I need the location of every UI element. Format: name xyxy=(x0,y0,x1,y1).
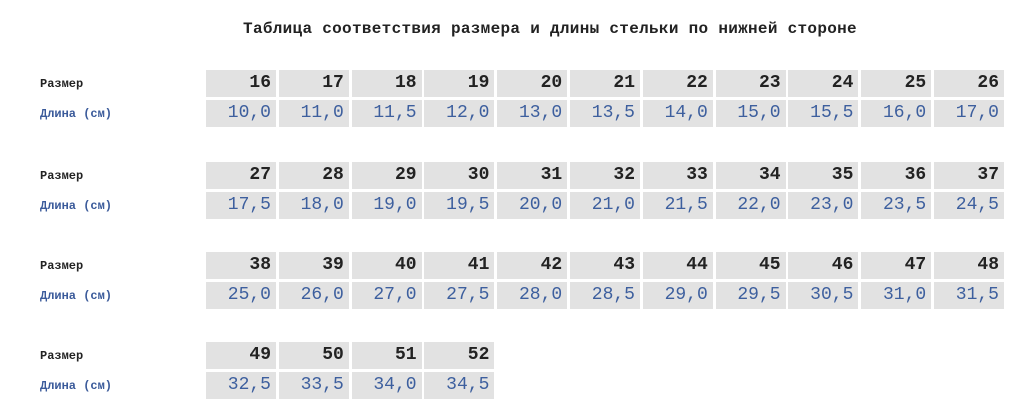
length-cell: 34,0 xyxy=(351,372,422,399)
size-cell: 17 xyxy=(278,70,349,97)
size-cell: 43 xyxy=(570,252,640,279)
size-cell: 45 xyxy=(715,252,786,279)
size-cell: 46 xyxy=(788,252,859,279)
size-cell: 22 xyxy=(642,70,713,97)
size-cell: 34 xyxy=(715,162,786,189)
length-cell: 11,5 xyxy=(351,100,422,127)
size-row-label: Размер xyxy=(40,169,84,183)
size-row: Размер 49 50 51 52 xyxy=(0,342,1024,369)
length-cell: 21,5 xyxy=(642,192,713,219)
length-cell: 19,5 xyxy=(424,192,495,219)
size-cell: 21 xyxy=(570,70,640,97)
length-cell: 13,5 xyxy=(570,100,640,127)
size-row-label: Размер xyxy=(40,349,84,363)
size-cell: 26 xyxy=(934,70,1004,97)
length-cell: 29,5 xyxy=(715,282,786,309)
length-cell: 10,0 xyxy=(206,100,276,127)
size-cell: 20 xyxy=(497,70,568,97)
size-cell: 18 xyxy=(351,70,422,97)
length-row: Длина (см) 10,0 11,0 11,5 12,0 13,0 13,5 14,0 15… xyxy=(0,100,1024,127)
length-cell: 22,0 xyxy=(715,192,786,219)
size-cell: 19 xyxy=(424,70,495,97)
size-cell: 35 xyxy=(788,162,859,189)
length-cell: 34,5 xyxy=(424,372,495,399)
size-cell: 44 xyxy=(642,252,713,279)
length-cell: 32,5 xyxy=(206,372,276,399)
size-cell: 39 xyxy=(278,252,349,279)
length-cell: 14,0 xyxy=(642,100,713,127)
size-cell: 29 xyxy=(351,162,422,189)
size-cell: 28 xyxy=(278,162,349,189)
length-row-label: Длина (см) xyxy=(40,289,113,303)
length-row-label: Длина (см) xyxy=(40,379,113,393)
size-row-label: Размер xyxy=(40,259,84,273)
length-cell: 28,0 xyxy=(497,282,568,309)
length-cell: 21,0 xyxy=(570,192,640,219)
length-row-label: Длина (см) xyxy=(40,199,113,213)
size-cell: 52 xyxy=(424,342,495,369)
length-cell: 15,0 xyxy=(715,100,786,127)
size-cell: 33 xyxy=(642,162,713,189)
length-cell: 30,5 xyxy=(788,282,859,309)
size-cell: 41 xyxy=(424,252,495,279)
length-cell: 29,0 xyxy=(642,282,713,309)
length-cell: 28,5 xyxy=(570,282,640,309)
size-cell: 37 xyxy=(934,162,1004,189)
length-cell: 26,0 xyxy=(278,282,349,309)
size-cell: 48 xyxy=(934,252,1004,279)
size-cell: 36 xyxy=(861,162,932,189)
size-cell: 31 xyxy=(497,162,568,189)
size-row: Размер 16 17 18 19 20 21 22 23 24 25 26 xyxy=(0,70,1024,97)
length-row-label: Длина (см) xyxy=(40,107,113,121)
size-row: Размер 27 28 29 30 31 32 33 34 35 36 37 xyxy=(0,162,1024,189)
length-cell: 19,0 xyxy=(351,192,422,219)
size-cell: 50 xyxy=(278,342,349,369)
size-cell: 51 xyxy=(351,342,422,369)
length-cell: 16,0 xyxy=(861,100,932,127)
size-cell: 49 xyxy=(206,342,276,369)
size-cell: 32 xyxy=(570,162,640,189)
length-cell: 17,5 xyxy=(206,192,276,219)
length-cell: 23,5 xyxy=(861,192,932,219)
length-cell: 27,5 xyxy=(424,282,495,309)
length-cell: 18,0 xyxy=(278,192,349,219)
size-cell: 23 xyxy=(715,70,786,97)
length-cell: 12,0 xyxy=(424,100,495,127)
size-cell: 24 xyxy=(788,70,859,97)
size-cell: 42 xyxy=(497,252,568,279)
length-cell: 24,5 xyxy=(934,192,1004,219)
size-cell: 27 xyxy=(206,162,276,189)
size-row: Размер 38 39 40 41 42 43 44 45 46 47 48 xyxy=(0,252,1024,279)
length-cell: 31,5 xyxy=(934,282,1004,309)
size-cell: 25 xyxy=(861,70,932,97)
size-cell: 30 xyxy=(424,162,495,189)
size-row-label: Размер xyxy=(40,77,84,91)
length-cell: 17,0 xyxy=(934,100,1004,127)
length-cell: 13,0 xyxy=(497,100,568,127)
size-cell: 16 xyxy=(206,70,276,97)
length-cell: 11,0 xyxy=(278,100,349,127)
size-cell: 40 xyxy=(351,252,422,279)
size-cell: 38 xyxy=(206,252,276,279)
length-cell: 15,5 xyxy=(788,100,859,127)
length-cell: 27,0 xyxy=(351,282,422,309)
length-cell: 33,5 xyxy=(278,372,349,399)
page-title: Таблица соответствия размера и длины сте… xyxy=(243,20,857,38)
length-cell: 20,0 xyxy=(497,192,568,219)
length-cell: 23,0 xyxy=(788,192,859,219)
length-row: Длина (см) 32,5 33,5 34,0 34,5 xyxy=(0,372,1024,399)
size-cell: 47 xyxy=(861,252,932,279)
length-cell: 25,0 xyxy=(206,282,276,309)
length-row: Длина (см) 17,5 18,0 19,0 19,5 20,0 21,0 21,5 22… xyxy=(0,192,1024,219)
length-row: Длина (см) 25,0 26,0 27,0 27,5 28,0 28,5 29,0 29… xyxy=(0,282,1024,309)
length-cell: 31,0 xyxy=(861,282,932,309)
